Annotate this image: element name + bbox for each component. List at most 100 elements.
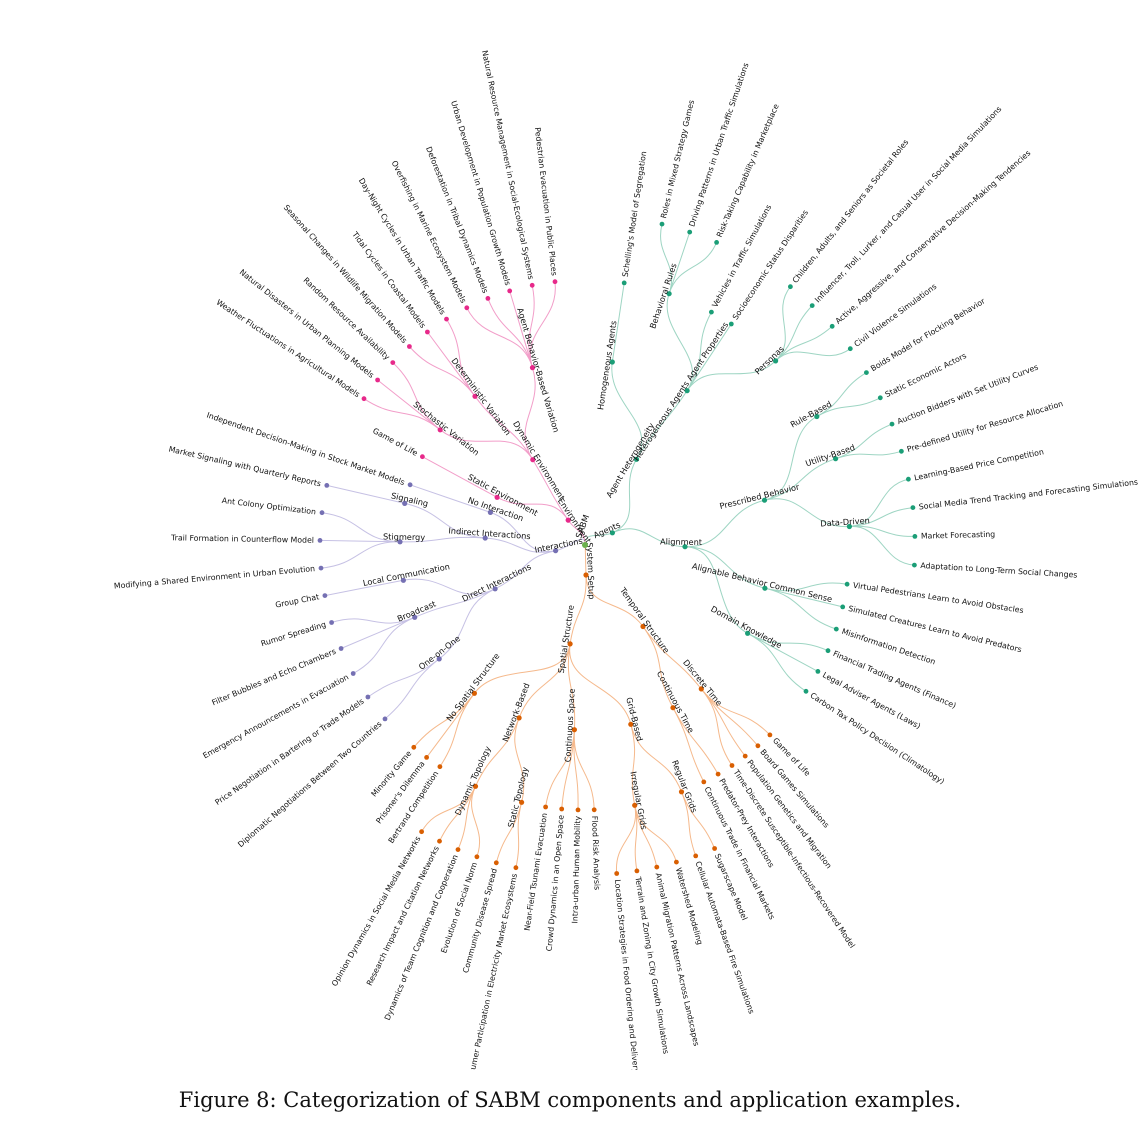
node-label: Emergency Announcements in Evacuation [201,672,350,760]
node-dot [482,535,488,541]
node-dot [375,377,380,383]
node-label: Natural Resource Management in Social-Ec… [480,49,535,280]
node-dot [877,395,883,401]
node-label: System Setup [585,542,597,599]
node-stochastic-variation: Stochastic Variation [411,399,481,457]
node-dot [899,448,904,454]
node-dot [709,309,714,315]
node-dot [437,838,442,844]
node-continuous-space: Continuous Space [563,688,578,763]
node-label: Socioeconomic Status Disparities [731,208,810,321]
node-one-on-one: One-on-One [417,633,462,672]
link-broadcast [414,588,496,618]
link-stochastic-variation [439,429,534,460]
node-label: Interactions [534,536,584,555]
link-market-forecasting [849,525,915,537]
node-dot [742,753,748,759]
figure-caption: Figure 8: Categorization of SABM compone… [178,1088,962,1112]
node-temporal-structure: Temporal Structure [617,585,671,655]
leaf-trail-formation-in-counterflow-model: Trail Formation in Counterflow Model [170,533,323,545]
node-dot [407,482,413,488]
link-socioeconomic-status-disparities [686,323,732,391]
node-label: Financial Trading Agents (Finance) [832,649,958,710]
node-dot [329,620,334,625]
leaf-intra-urban-human-mobility: Intra-urban Human Mobility [570,807,582,924]
node-dot [402,500,408,506]
node-dot [559,806,565,812]
node-label: Personas [753,344,786,377]
node-label: Homogeneous Agents [595,320,618,411]
node-label: Static Topology [505,766,530,829]
node-label: Learning-Based Price Competition [913,447,1044,482]
link-one-on-one [438,588,496,660]
link-random-resource-availability [392,362,441,431]
node-behavioral-rules: Behavioral Rules [647,262,678,330]
link-group-chat [324,579,404,597]
node-dot [621,280,627,286]
node-dot [814,413,820,420]
link-natural-resource-management-in-social-ecological-systems [528,285,535,368]
node-label: Filter Bubbles and Echo Chambers [211,647,338,708]
link-near-field-tsunami-evacuation [545,729,575,808]
link-driving-patterns-in-urban-traffic-simulations [668,231,691,294]
node-label: Data-Driven [820,515,870,528]
link-alignment [612,528,686,548]
node-label: Near-Field Tsunami Evacuation [523,812,550,931]
leaf-game-of-life: Game of Life [371,426,425,460]
node-label: Schelling's Model of Segregation [621,151,649,278]
node-label: Dynamic Topology [453,744,493,816]
node-label: Prescribed Behavior [718,481,800,511]
node-dot [487,509,493,515]
link-continuous-trade-in-financial-markets [672,707,705,783]
node-dot [543,804,548,810]
link-independent-decision-making-in-stock-market-models [409,484,491,513]
node-irregular-grids: Irregular Grids [628,771,649,831]
node-label: Simulated Creatures Learn to Avoid Preda… [847,604,1022,654]
link-dynamic-environment [532,459,569,521]
node-label: Rumor Spreading [260,620,327,648]
node-dot [444,316,449,322]
node-label: Social Media Trend Tracking and Forecast… [918,478,1138,512]
node-label: Dynamic Environment [511,419,567,502]
node-regular-grids: Regular Grids [670,759,700,814]
node-label: Alignable Behavior Common Sense [691,561,833,604]
link-adaptation-to-long-term-social-changes [849,525,915,566]
link-influencer-troll-lurker-and-casual-user-in-social-media-simulations [775,305,813,362]
node-domain-knowledge: Domain Knowledge [709,604,784,651]
node-label: Game of Life [371,426,419,458]
node-signaling: Signaling [390,490,429,508]
node-label: Alignment [660,536,703,547]
link-network-based [518,643,571,719]
node-label: Signaling [390,490,429,508]
link-ant-colony-optimization [321,512,401,543]
link-roles-in-mixed-strategy-games [660,223,673,294]
link-diplomatic-negotiations-between-two-countries [384,658,440,720]
node-label: Roles in Mixed Strategy Games [659,99,696,219]
link-price-negotiation-in-bartering-or-trade-models [367,658,440,698]
node-dot [815,669,821,674]
link-consumer-participation-in-electricity-market-ecosystems [515,802,523,868]
link-static-economic-actors [816,397,881,417]
node-dynamic-topology: Dynamic Topology [453,744,493,816]
link-continuous-space [567,643,576,730]
node-rule-based: Rule-Based [788,399,833,430]
link-modifying-a-shared-environment-in-urban-evolution [320,541,401,569]
node-stigmergy: Stigmergy [383,531,425,545]
link-day-night-cycles-in-urban-traffic-models [446,318,476,397]
node-dot [516,715,522,721]
node-dot [567,641,573,647]
node-dot [829,323,835,329]
node-dot [424,755,429,760]
link-risk-taking-capability-in-marketplace [668,242,718,294]
node-dot [412,614,418,620]
link-static-topology [514,717,525,803]
link-learning-based-price-competition [849,478,909,527]
node-label: Driving Patterns in Urban Traffic Simula… [687,62,750,228]
node-dot [609,530,616,536]
node-alignment: Alignment [660,536,703,550]
node-dot [591,807,597,813]
node-dot [632,802,638,808]
node-dot [633,456,640,462]
node-label: Agent Behavior-Based Variation [515,307,561,434]
node-dot [666,291,672,297]
